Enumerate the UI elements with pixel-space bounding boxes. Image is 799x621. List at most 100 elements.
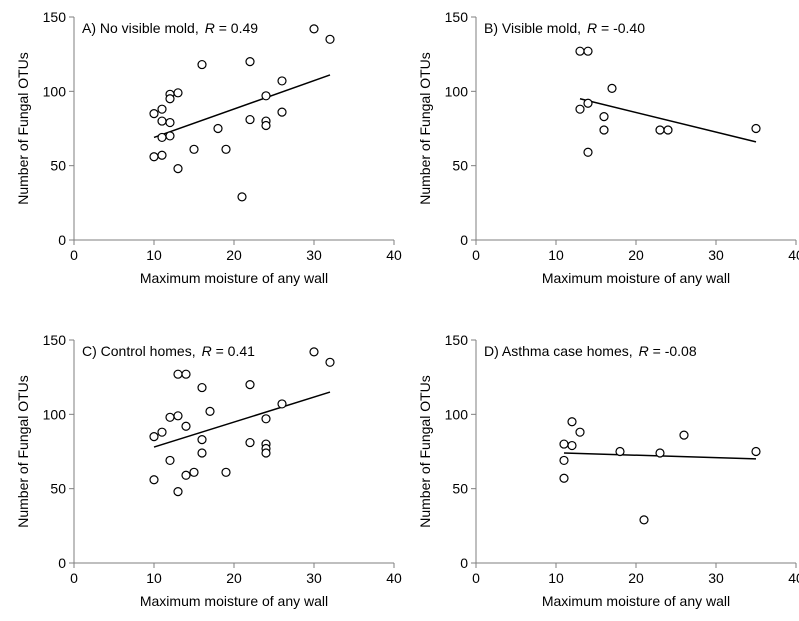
trend-line (153, 391, 331, 448)
panel-2: 0 50 100 150 0 10 20 30 40 Maximum moisture of an… (417, 9, 799, 286)
x-tick-label: 40 (386, 247, 402, 263)
panel-title-r-symbol: R (587, 20, 597, 36)
data-point (165, 455, 175, 466)
panel-title: C) Control homes, R = 0.41 (82, 343, 255, 359)
data-point (559, 473, 569, 483)
data-point (221, 467, 231, 477)
x-tick-label: 10 (548, 570, 564, 586)
y-tick-label: 0 (460, 555, 468, 571)
data-point (679, 430, 689, 440)
y-axis-title: Number of Fungal OTUs (417, 375, 433, 528)
data-point (165, 94, 175, 104)
data-point (245, 114, 255, 125)
y-tick-label: 100 (445, 83, 469, 99)
y-tick-label: 100 (43, 406, 67, 422)
y-tick-label: 50 (50, 158, 66, 174)
panel-1: 0 50 100 150 0 10 20 30 40 Maximum moisture of an… (15, 9, 402, 286)
y-tick-label: 50 (452, 158, 468, 174)
data-point (615, 446, 625, 457)
x-axis-title: Maximum moisture of any wall (542, 593, 730, 609)
data-point (277, 107, 287, 117)
y-tick-label: 100 (445, 406, 469, 422)
x-tick-label: 10 (146, 570, 162, 586)
data-point (583, 147, 593, 157)
panel-title-r-symbol: R (639, 343, 649, 359)
trend-line (153, 74, 331, 139)
data-point (197, 59, 207, 70)
x-tick-label: 30 (306, 247, 322, 263)
data-point (157, 104, 167, 114)
panel-title-text: B) Visible mold, (484, 20, 581, 36)
data-point (261, 91, 271, 101)
x-tick-label: 20 (226, 570, 242, 586)
data-point (173, 411, 183, 421)
x-tick-label: 20 (226, 247, 242, 263)
x-tick-label: 20 (628, 570, 644, 586)
panel-title-text: D) Asthma case homes, (484, 343, 633, 359)
data-point (277, 76, 287, 86)
data-point (599, 112, 609, 122)
x-tick-label: 40 (788, 247, 799, 263)
data-point (559, 439, 569, 449)
x-tick-label: 30 (708, 247, 724, 263)
data-point (583, 98, 593, 108)
data-point (583, 46, 593, 56)
data-point (567, 440, 577, 451)
y-tick-label: 50 (50, 481, 66, 497)
data-point (237, 192, 247, 202)
data-point (639, 515, 649, 525)
x-axis-title: Maximum moisture of any wall (140, 593, 328, 609)
data-point (197, 435, 207, 445)
data-point (325, 357, 335, 367)
data-point (149, 109, 159, 119)
data-point (149, 432, 159, 442)
y-tick-label: 0 (58, 232, 66, 248)
data-point (655, 448, 665, 458)
data-point (205, 406, 215, 416)
data-point (261, 120, 271, 131)
x-tick-label: 10 (548, 247, 564, 263)
panel-title: A) No visible mold, R = 0.49 (82, 20, 258, 36)
y-tick-label: 150 (43, 9, 67, 25)
panel-title-text: C) Control homes, (82, 343, 196, 359)
data-point (245, 56, 255, 67)
panel-3: 0 50 100 150 0 10 20 30 40 Maximum moisture of an… (15, 332, 402, 609)
data-point (309, 24, 319, 34)
data-point (181, 369, 191, 379)
data-point (575, 104, 585, 114)
data-point (575, 46, 585, 56)
data-point (751, 123, 761, 134)
data-point (165, 117, 175, 128)
data-point (181, 421, 191, 431)
y-axis-title: Number of Fungal OTUs (417, 52, 433, 205)
data-point (599, 125, 609, 135)
x-axis-title: Maximum moisture of any wall (542, 270, 730, 286)
data-point (157, 150, 167, 160)
x-tick-label: 0 (70, 570, 78, 586)
data-point (157, 132, 167, 143)
data-point (189, 467, 199, 477)
data-point (655, 125, 665, 135)
data-point (189, 144, 199, 154)
data-point (173, 487, 183, 497)
panel-title-r-value: = -0.40 (597, 20, 645, 36)
y-tick-label: 150 (445, 9, 469, 25)
data-point (607, 83, 617, 93)
x-tick-label: 20 (628, 247, 644, 263)
data-point (173, 369, 183, 379)
x-tick-label: 30 (306, 570, 322, 586)
panel-title: B) Visible mold, R = -0.40 (484, 20, 645, 36)
data-point (245, 380, 255, 390)
panel-title-text: A) No visible mold, (82, 20, 199, 36)
x-tick-label: 40 (788, 570, 799, 586)
x-tick-label: 40 (386, 570, 402, 586)
data-point (559, 455, 569, 466)
y-tick-label: 150 (445, 332, 469, 348)
trend-line (579, 98, 757, 143)
panel-title-r-value: = 0.49 (215, 20, 258, 36)
x-tick-label: 0 (472, 247, 480, 263)
y-tick-label: 100 (43, 83, 67, 99)
y-tick-label: 150 (43, 332, 67, 348)
data-point (157, 116, 167, 126)
